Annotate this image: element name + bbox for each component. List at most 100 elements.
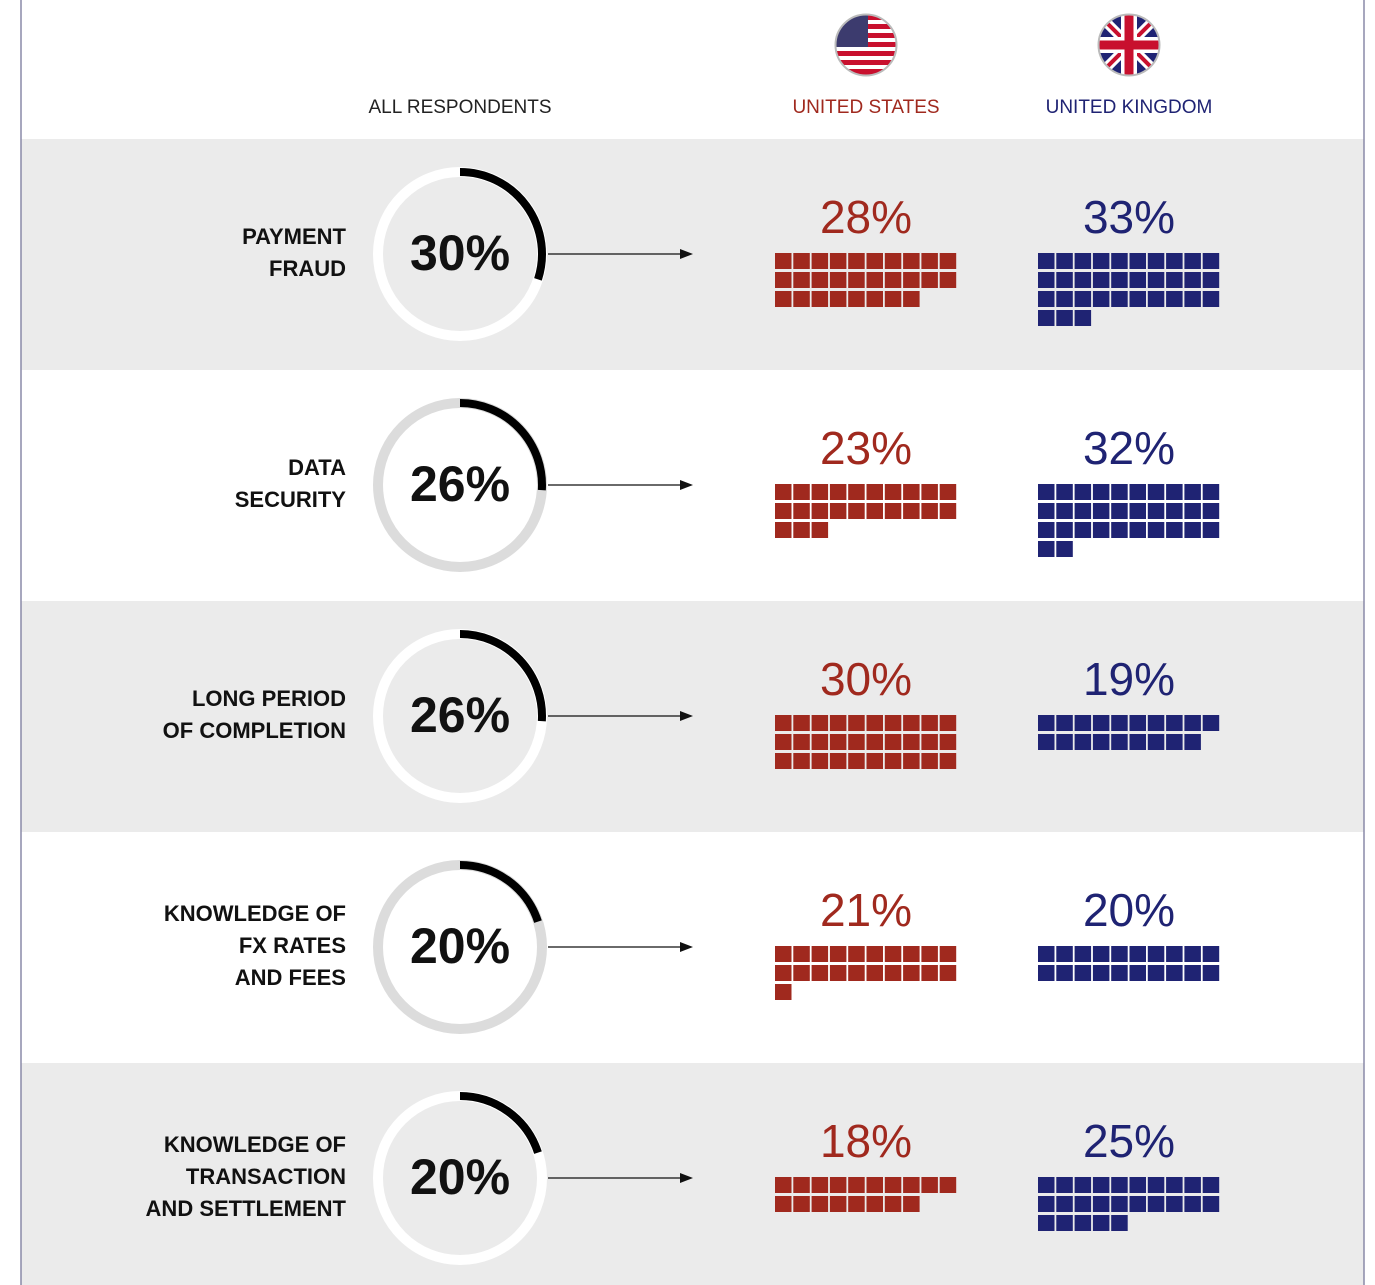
waffle-cell <box>1111 1215 1128 1231</box>
waffle-cell <box>1038 1177 1055 1193</box>
waffle-cell <box>866 291 883 307</box>
arrow-head <box>680 249 693 259</box>
waffle-cell <box>866 253 883 269</box>
waffle-cell <box>1202 484 1220 500</box>
waffle-cell <box>1074 253 1092 269</box>
waffle-cell <box>1166 291 1183 307</box>
waffle-cell <box>866 753 883 769</box>
waffle-cell <box>1147 965 1165 981</box>
waffle-cell <box>939 946 957 962</box>
uk-flag-rim <box>1097 13 1161 77</box>
waffle-cell <box>1166 715 1183 731</box>
waffle-cell <box>1129 272 1146 288</box>
waffle-cell <box>811 965 829 981</box>
overall-value-label: 26% <box>410 456 510 512</box>
waffle-cell <box>1202 1177 1220 1193</box>
waffle-cell <box>921 946 938 962</box>
waffle-cell <box>866 272 883 288</box>
waffle-cell <box>848 484 865 500</box>
waffle <box>1038 946 1220 981</box>
waffle-cell <box>1092 965 1110 981</box>
country-value-label: 19% <box>1083 653 1175 705</box>
waffle <box>775 715 957 769</box>
waffle-cell <box>1111 522 1128 538</box>
waffle-cell <box>903 291 920 307</box>
waffle-cell <box>775 734 792 750</box>
waffle-cell <box>1147 291 1165 307</box>
category-label: PAYMENT FRAUD <box>242 224 346 281</box>
waffle-cell <box>1111 734 1128 750</box>
donut-arc <box>459 630 546 722</box>
waffle-cell <box>1092 503 1110 519</box>
row-background <box>21 1063 1364 1285</box>
donut-arc <box>459 168 546 281</box>
waffle-cell <box>1056 965 1073 981</box>
waffle-cell <box>848 272 865 288</box>
waffle-cell <box>939 272 957 288</box>
waffle-cell <box>1038 484 1055 500</box>
waffle-cell <box>1056 310 1073 326</box>
waffle-cell <box>793 1196 810 1212</box>
waffle-cell <box>884 1196 902 1212</box>
waffle-cell <box>1038 310 1055 326</box>
waffle-cell <box>775 522 792 538</box>
waffle-cell <box>1202 253 1220 269</box>
waffle-cell <box>793 503 810 519</box>
waffle-cell <box>811 715 829 731</box>
waffle-cell <box>939 715 957 731</box>
waffle-cell <box>1166 1196 1183 1212</box>
donut-arc <box>459 399 546 491</box>
waffle-cell <box>829 1196 847 1212</box>
waffle-cell <box>775 1177 792 1193</box>
waffle-cell <box>793 522 810 538</box>
overall-value-label: 26% <box>410 687 510 743</box>
arrow-head <box>680 1173 693 1183</box>
waffle <box>775 1177 957 1212</box>
waffle-cell <box>1129 946 1146 962</box>
waffle-cell <box>903 503 920 519</box>
waffle-cell <box>793 272 810 288</box>
donut-arc <box>459 861 542 923</box>
waffle-cell <box>866 1177 883 1193</box>
waffle-cell <box>1074 1177 1092 1193</box>
waffle-cell <box>1056 1196 1073 1212</box>
waffle <box>1038 715 1220 750</box>
country-value-label: 28% <box>820 191 912 243</box>
waffle <box>1038 1177 1220 1231</box>
waffle-cell <box>903 734 920 750</box>
waffle-cell <box>1166 503 1183 519</box>
waffle-cell <box>1038 272 1055 288</box>
waffle-cell <box>811 734 829 750</box>
waffle-cell <box>921 253 938 269</box>
waffle <box>1038 253 1220 326</box>
waffle-cell <box>775 1196 792 1212</box>
waffle-cell <box>903 753 920 769</box>
category-label: LONG PERIOD OF COMPLETION <box>163 686 346 743</box>
waffle-cell <box>1092 522 1110 538</box>
waffle-cell <box>884 753 902 769</box>
us-flag-rim <box>834 13 898 77</box>
waffle-cell <box>1038 253 1055 269</box>
waffle-cell <box>1038 1215 1055 1231</box>
overall-value-label: 20% <box>410 1149 510 1205</box>
waffle-cell <box>1074 965 1092 981</box>
waffle-cell <box>1056 484 1073 500</box>
waffle-cell <box>1147 1177 1165 1193</box>
waffle-cell <box>903 965 920 981</box>
waffle-cell <box>939 484 957 500</box>
waffle-cell <box>811 1177 829 1193</box>
waffle-cell <box>775 715 792 731</box>
arrow-head <box>680 711 693 721</box>
waffle-cell <box>1166 965 1183 981</box>
waffle-cell <box>1202 1196 1220 1212</box>
waffle-cell <box>1166 734 1183 750</box>
waffle-cell <box>939 1177 957 1193</box>
waffle-cell <box>829 965 847 981</box>
waffle-cell <box>775 484 792 500</box>
waffle-cell <box>866 503 883 519</box>
waffle-cell <box>811 484 829 500</box>
waffle-cell <box>939 753 957 769</box>
waffle-cell <box>1038 522 1055 538</box>
waffle-cell <box>1056 522 1073 538</box>
waffle-cell <box>1092 484 1110 500</box>
